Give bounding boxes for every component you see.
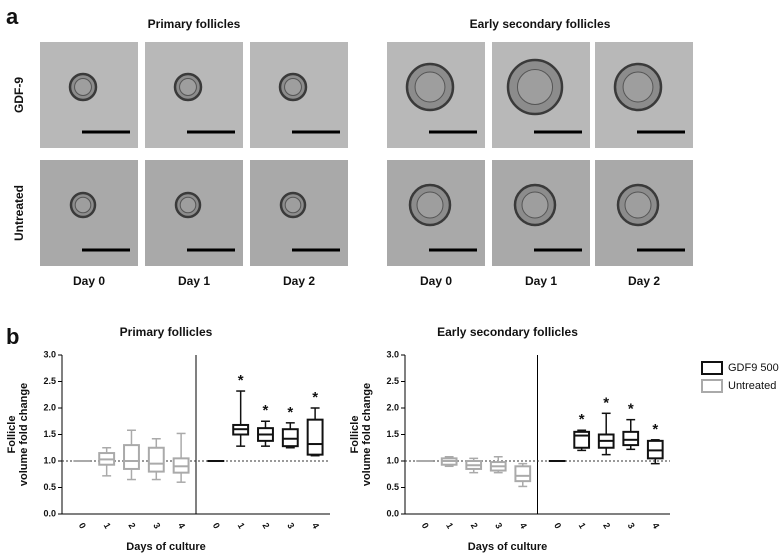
follicle-core [414,71,446,103]
y-axis-label: Follicle [6,416,18,454]
x-axis-label: Days of culture [126,541,205,553]
legend-label: Untreated [728,380,776,392]
significance-marker: * [652,421,658,438]
y-tick-label: 2.0 [386,402,399,412]
y-axis-label: Follicle [349,416,361,454]
y-tick-label: 1.0 [43,455,56,465]
y-tick-label: 2.5 [386,376,399,386]
x-tick-label: 4 [176,521,187,530]
x-tick-label: 1 [444,521,455,530]
chart-title: Early secondary follicles [437,325,578,339]
column-label: Day 2 [283,274,315,288]
box [573,430,591,449]
panel-label: b [6,324,19,349]
x-tick-label: 0 [211,521,222,530]
legend-label: GDF9 500 ng/ml [728,362,780,374]
panel-label: a [6,4,19,29]
group-title: Early secondary follicles [470,17,611,31]
follicle-core [284,78,302,96]
follicle-core [179,78,197,96]
y-tick-label: 1.5 [386,429,399,439]
box [306,418,324,456]
x-tick-label: 4 [518,521,529,530]
x-tick-label: 0 [420,521,431,530]
y-tick-label: 2.0 [43,402,56,412]
significance-marker: * [603,394,609,411]
x-tick-label: 0 [552,521,563,530]
x-tick-label: 4 [650,521,661,530]
group-title: Primary follicles [148,17,241,31]
significance-marker: * [287,404,293,421]
x-tick-label: 1 [577,521,588,530]
y-tick-label: 0.0 [43,508,56,518]
column-label: Day 2 [628,274,660,288]
y-tick-label: 0.5 [43,482,56,492]
x-tick-label: 3 [626,521,637,530]
box [622,430,640,447]
box [123,444,140,470]
chart-title: Primary follicles [120,325,213,339]
follicle-core [74,196,92,214]
follicle-core [624,191,652,219]
x-tick-label: 3 [493,521,504,530]
follicle-core [284,196,302,214]
x-tick-label: 3 [285,521,296,530]
x-tick-label: 2 [469,521,480,530]
y-tick-label: 3.0 [43,349,56,359]
x-axis-label: Days of culture [468,541,547,553]
y-tick-label: 1.0 [386,455,399,465]
y-tick-label: 0.0 [386,508,399,518]
significance-marker: * [312,389,318,406]
follicle-core [416,191,444,219]
x-tick-label: 4 [310,521,321,530]
row-label: Untreated [12,185,26,241]
column-label: Day 1 [178,274,210,288]
box [281,428,299,448]
follicle-core [516,68,554,106]
y-axis-label: volume fold change [361,383,373,486]
follicle-core [74,78,92,96]
x-tick-label: 3 [151,521,162,530]
follicle-core [521,191,549,219]
y-tick-label: 2.5 [43,376,56,386]
column-label: Day 0 [420,274,452,288]
legend-swatch [701,361,723,375]
significance-marker: * [579,411,585,428]
significance-marker: * [238,372,244,389]
legend-swatch [701,379,723,393]
x-tick-label: 0 [77,521,88,530]
box [147,446,165,473]
row-label: GDF-9 [12,77,26,113]
x-tick-label: 2 [601,521,612,530]
y-tick-label: 1.5 [43,429,56,439]
x-tick-label: 2 [260,521,271,530]
x-tick-label: 1 [236,521,247,530]
y-tick-label: 3.0 [386,349,399,359]
significance-marker: * [263,402,269,419]
column-label: Day 0 [73,274,105,288]
column-label: Day 1 [525,274,557,288]
follicle-core [179,196,197,214]
box [514,465,532,483]
significance-marker: * [628,401,634,418]
x-tick-label: 2 [126,521,137,530]
follicle-core [622,71,654,103]
x-tick-label: 1 [102,521,113,530]
y-axis-label: volume fold change [18,383,30,486]
y-tick-label: 0.5 [386,482,399,492]
